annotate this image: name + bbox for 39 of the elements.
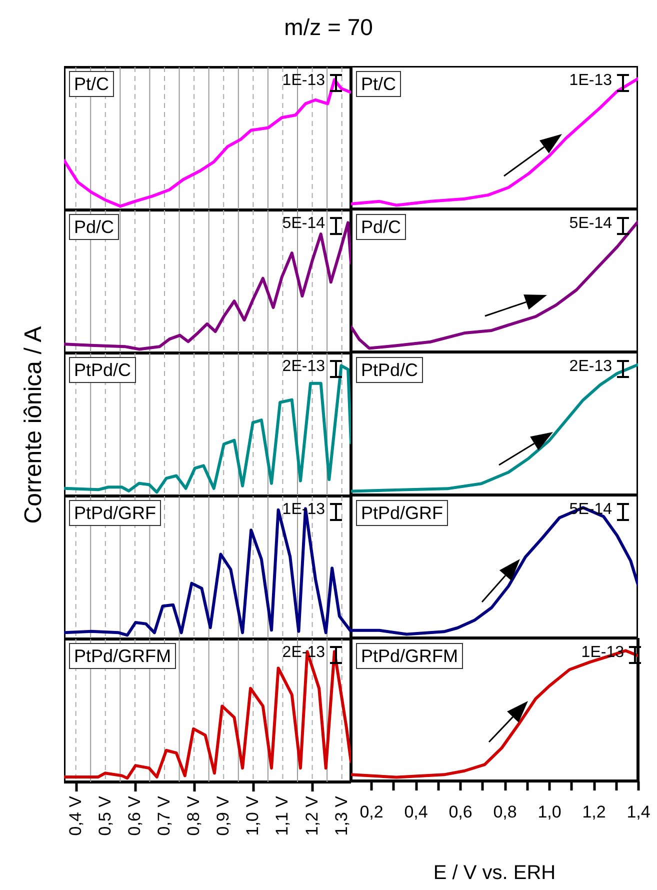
annotation: Pt/C — [69, 71, 114, 97]
x-tick-label: 0,8 — [493, 802, 517, 822]
annotation: 1E-13 — [282, 72, 325, 90]
annotation: Pd/C — [69, 214, 120, 240]
x-tick-label: 0,7 V — [154, 795, 174, 836]
x-tick-label: 0,8 V — [184, 795, 204, 836]
y-axis-title: Corrente iônica / A — [20, 326, 48, 524]
x-tick-label: 0,4 V — [66, 795, 85, 836]
annotation: Pt/C — [356, 71, 402, 97]
annotation: 2E-13 — [282, 644, 325, 662]
chart-title: m/z = 70 — [283, 14, 374, 41]
annotation: 5E-14 — [569, 215, 612, 233]
x-tick-label: 0,2 — [360, 802, 384, 822]
x-tick-label: 0,9 V — [214, 795, 233, 836]
x-tick-label: 1,3 V — [332, 795, 351, 836]
annotation: 1E-13 — [581, 644, 624, 662]
annotation: PtPd/GRF — [356, 500, 448, 526]
annotation: PtPd/GRF — [69, 500, 162, 526]
annotation: 2E-13 — [282, 358, 325, 376]
annotation: PtPd/C — [69, 357, 136, 383]
x-tick-label: 1,2 V — [302, 795, 322, 836]
x-tick-label: 0,5 V — [95, 795, 114, 836]
annotation: 2E-13 — [569, 358, 612, 376]
x-tick-label: 0,4 — [404, 802, 428, 822]
annotation: PtPd/C — [356, 357, 424, 383]
annotation: PtPd/GRFM — [356, 643, 464, 669]
annotation: 1E-13 — [282, 501, 325, 519]
annotation: Pd/C — [356, 214, 406, 240]
x-tick-label: 1,0 — [538, 802, 562, 822]
x-tick-label: 0,6 V — [124, 795, 144, 836]
x-tick-label: 1,0 V — [243, 795, 262, 836]
annotation: 5E-14 — [282, 215, 325, 233]
annotation: PtPd/GRFM — [69, 643, 176, 669]
x-tick-label: 1,2 — [582, 802, 606, 822]
x-tick-label: 0,6 — [448, 802, 472, 822]
x-tick-label: 1,1 V — [272, 795, 292, 836]
annotation: 1E-13 — [569, 72, 612, 90]
x-axis-title: E / V vs. ERH — [432, 862, 557, 885]
x-tick-label: 1,4 — [626, 802, 650, 822]
